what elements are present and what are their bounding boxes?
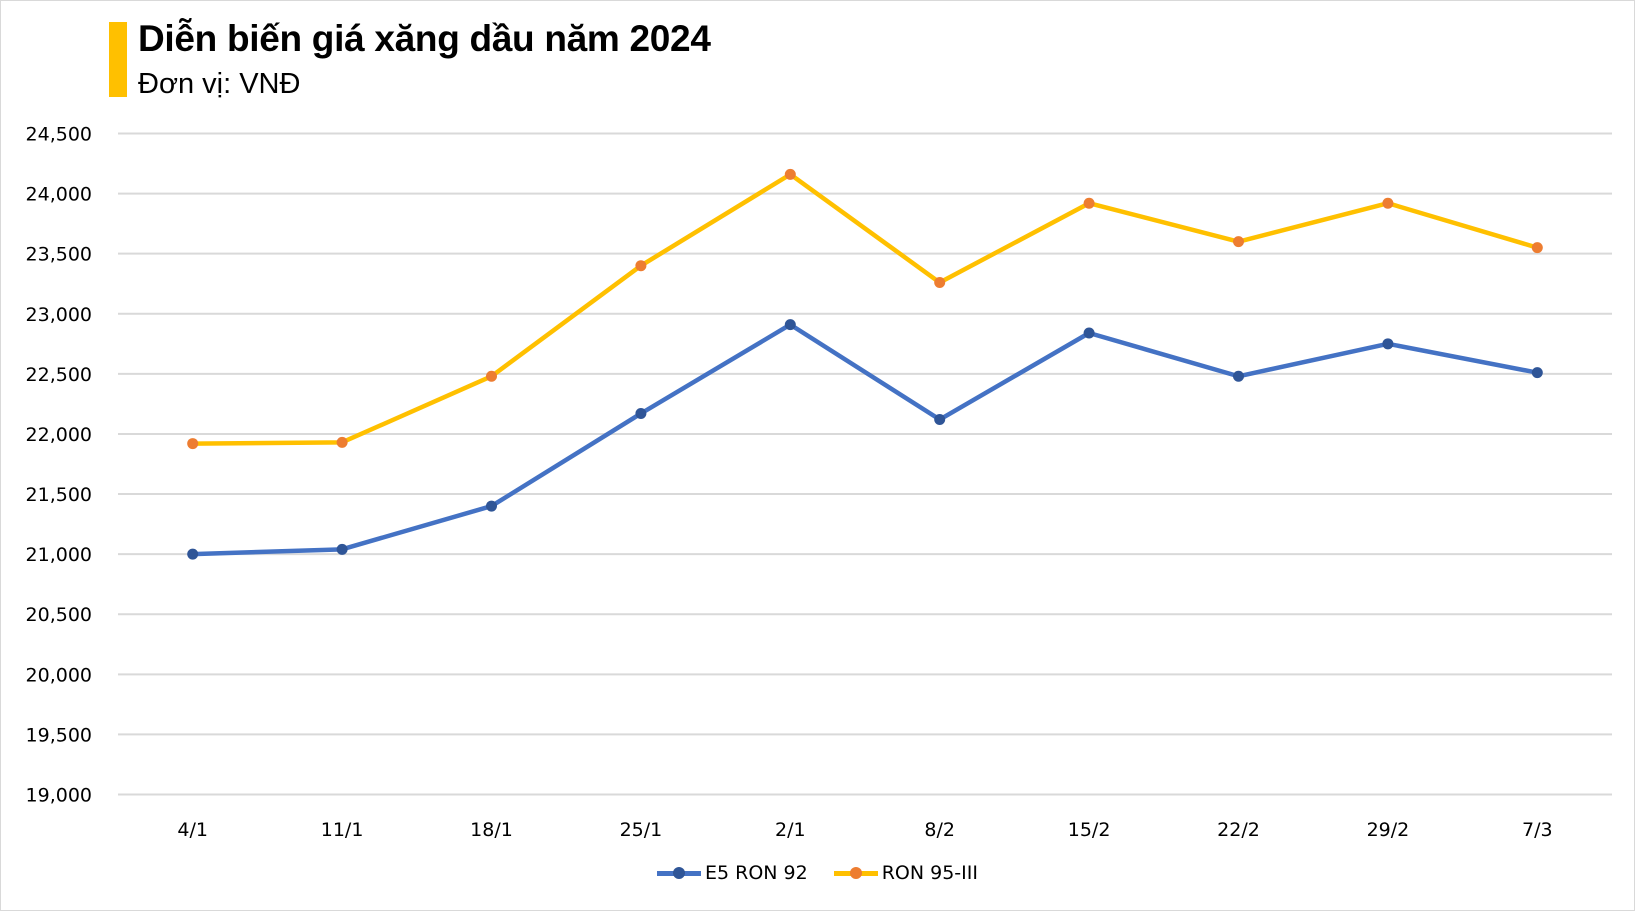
y-tick-label: 22,500: [26, 364, 92, 386]
data-point-marker: [486, 370, 497, 382]
x-tick-label: 8/2: [924, 819, 955, 841]
title-accent-bar: [109, 22, 127, 97]
legend: E5 RON 92 RON 95-III: [0, 862, 1635, 884]
y-tick-label: 22,000: [26, 424, 92, 446]
data-point-marker: [187, 438, 199, 450]
data-point-marker: [635, 408, 647, 420]
y-tick-label: 21,500: [26, 484, 92, 506]
x-tick-label: 4/1: [177, 819, 208, 841]
data-point-marker: [1382, 338, 1394, 350]
data-point-marker: [1233, 236, 1244, 248]
x-tick-label: 22/2: [1217, 819, 1260, 841]
y-tick-label: 20,500: [26, 604, 92, 626]
x-tick-label: 7/3: [1522, 819, 1553, 841]
legend-label: RON 95-III: [881, 862, 978, 884]
data-point-marker: [784, 168, 796, 180]
y-tick-label: 23,000: [26, 304, 92, 326]
chart-title: Diễn biến giá xăng dầu năm 2024: [138, 18, 711, 59]
data-series: [187, 168, 1543, 560]
x-tick-label: 29/2: [1367, 819, 1410, 841]
data-point-marker: [1382, 197, 1394, 209]
y-tick-label: 19,500: [26, 724, 92, 746]
legend-marker-icon: [673, 866, 685, 879]
legend-item-e5-ron92: E5 RON 92: [657, 862, 808, 884]
legend-line-marker-icon: [657, 866, 701, 879]
data-point-marker: [1083, 327, 1095, 339]
data-point-marker: [784, 319, 796, 331]
x-tick-label: 18/1: [470, 819, 513, 841]
gridlines: [118, 132, 1612, 796]
x-tick-label: 15/2: [1068, 819, 1111, 841]
x-tick-label: 25/1: [620, 819, 663, 841]
data-point-marker: [934, 277, 946, 289]
series-0: [187, 319, 1543, 560]
legend-label: E5 RON 92: [705, 862, 808, 884]
data-point-marker: [486, 500, 497, 512]
x-axis-labels: 4/1 11/1 18/1 25/1 2/1 8/2 15/2 22/2 29/2 7/3: [177, 819, 1552, 841]
legend-item-ron95: RON 95-III: [833, 862, 978, 884]
data-point-marker: [1083, 197, 1095, 209]
y-tick-label: 24,500: [26, 124, 92, 146]
y-tick-label: 20,000: [26, 664, 92, 686]
x-tick-label: 11/1: [321, 819, 364, 841]
y-tick-label: 24,000: [26, 184, 92, 206]
y-axis-labels: 19,000 19,500 20,000 20,500 21,000 21,500 22,0…: [26, 124, 92, 807]
series-line: [190, 322, 1540, 557]
data-point-marker: [934, 414, 946, 426]
legend-line-marker-icon: [833, 866, 878, 879]
y-tick-label: 19,000: [26, 785, 92, 807]
y-tick-label: 21,000: [26, 544, 92, 566]
series-line: [190, 172, 1540, 446]
chart-subtitle: Đơn vị: VNĐ: [138, 68, 301, 100]
data-point-marker: [1531, 242, 1543, 254]
y-tick-label: 23,500: [26, 244, 92, 266]
data-point-marker: [187, 548, 199, 560]
data-point-marker: [1233, 370, 1244, 382]
legend-marker-icon: [849, 866, 862, 879]
data-point-marker: [336, 436, 348, 448]
data-point-marker: [1531, 367, 1543, 379]
series-1: [187, 168, 1543, 450]
data-point-marker: [635, 260, 647, 272]
data-point-marker: [336, 543, 348, 555]
x-tick-label: 2/1: [775, 819, 806, 841]
